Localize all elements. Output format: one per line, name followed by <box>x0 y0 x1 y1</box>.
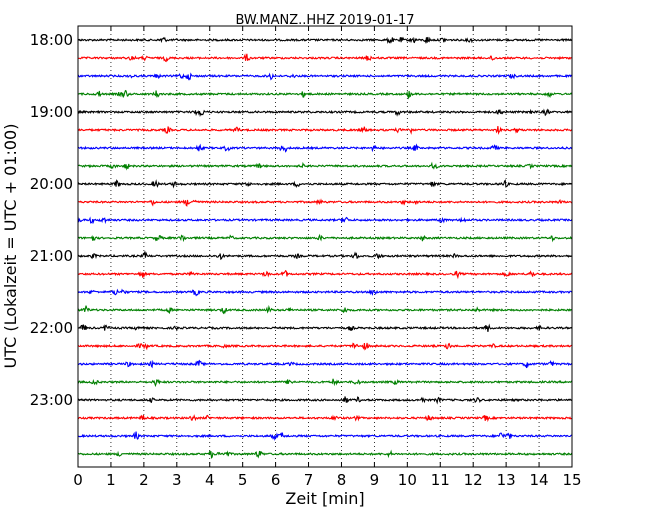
trace-1945 <box>77 161 573 171</box>
y-tick-label: 22:00 <box>30 319 73 337</box>
y-tick-label: 23:00 <box>30 391 73 409</box>
x-tick-label: 14 <box>530 471 549 489</box>
trace-1915 <box>77 126 573 136</box>
x-tick-label: 3 <box>172 471 182 489</box>
trace-2015 <box>77 198 573 207</box>
trace-1815 <box>77 53 573 63</box>
x-tick-label: 1 <box>106 471 116 489</box>
y-tick-label: 19:00 <box>30 103 73 121</box>
x-tick-label: 2 <box>139 471 149 489</box>
x-tick-label: 7 <box>304 471 314 489</box>
trace-1845 <box>77 89 573 100</box>
grid-layer <box>110 26 540 467</box>
trace-2230 <box>77 359 573 369</box>
trace-2000 <box>77 179 573 189</box>
x-tick-label: 8 <box>337 471 347 489</box>
trace-1830 <box>77 72 573 81</box>
trace-2330 <box>77 431 573 442</box>
trace-2300 <box>77 396 573 405</box>
trace-2215 <box>77 342 573 351</box>
x-tick-label: 9 <box>370 471 380 489</box>
trace-1930 <box>77 143 573 153</box>
plot-frame <box>77 25 573 468</box>
trace-2030 <box>77 216 573 225</box>
x-tick-label: 10 <box>398 471 417 489</box>
y-tick-label: 21:00 <box>30 247 73 265</box>
chart-title: BW.MANZ..HHZ 2019-01-17 <box>235 13 414 28</box>
trace-2200 <box>77 323 573 332</box>
x-tick-label: 5 <box>238 471 248 489</box>
trace-2315 <box>77 414 573 423</box>
x-tick-label: 0 <box>73 471 83 489</box>
x-tick-label: 6 <box>271 471 281 489</box>
trace-1900 <box>77 108 573 117</box>
y-tick-label: 18:00 <box>30 31 73 49</box>
trace-2100 <box>77 250 573 261</box>
x-tick-label: 4 <box>205 471 215 489</box>
trace-2245 <box>77 378 573 388</box>
x-tick-label: 13 <box>497 471 516 489</box>
axis-layer: 0 1 2 3 4 5 6 7 8 9 10 11 12 13 14 1518:0019:0020:0021:… <box>30 26 582 489</box>
trace-2145 <box>77 304 573 315</box>
trace-2345 <box>77 449 573 459</box>
x-tick-label: 12 <box>464 471 483 489</box>
trace-1800 <box>77 36 573 45</box>
x-axis-label: Zeit [min] <box>285 489 364 508</box>
trace-2045 <box>77 233 573 243</box>
x-tick-label: 15 <box>562 471 581 489</box>
trace-2115 <box>77 269 573 280</box>
trace-layer <box>77 36 573 459</box>
y-tick-label: 20:00 <box>30 175 73 193</box>
y-axis-label: UTC (Lokalzeit = UTC + 01:00) <box>1 124 20 369</box>
trace-2130 <box>77 288 573 297</box>
x-tick-label: 11 <box>431 471 450 489</box>
